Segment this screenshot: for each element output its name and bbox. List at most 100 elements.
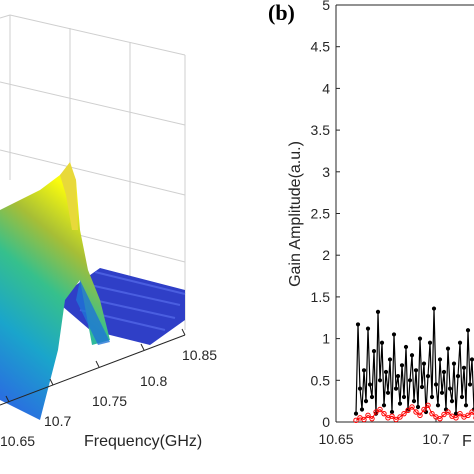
- surface-x-axis: [0, 328, 186, 406]
- surface-x-label: Frequency(GHz): [84, 433, 202, 450]
- series-0-point: [461, 365, 467, 370]
- series-0-point: [363, 399, 369, 404]
- series-0-point: [371, 349, 377, 354]
- series-1-point: [425, 402, 431, 409]
- series-0-point: [459, 394, 465, 400]
- surface-body: [0, 165, 110, 420]
- series-1-point: [365, 412, 371, 419]
- surface-ridge: [60, 162, 78, 230]
- series-0-point: [453, 411, 459, 416]
- series-0-point: [413, 368, 419, 373]
- series-0-point: [397, 401, 403, 406]
- series-0-point: [469, 357, 474, 362]
- series-0-point: [377, 378, 383, 383]
- series-1-point: [417, 412, 423, 419]
- series-line-1: [355, 404, 474, 421]
- series-0-point: [391, 332, 397, 337]
- y-tick-label: 5: [322, 0, 330, 13]
- surface-edge-shade: [76, 280, 110, 345]
- y-tick-label: 4.5: [311, 39, 331, 55]
- series-0-point: [407, 378, 413, 383]
- series-1-point: [353, 417, 359, 424]
- series-1-point: [397, 414, 403, 420]
- series-1-point: [381, 410, 387, 417]
- series-0-point: [357, 386, 363, 391]
- series-0-point: [455, 374, 461, 379]
- series-0-point: [369, 394, 375, 400]
- series-1-point: [413, 409, 419, 415]
- series-1-point: [361, 416, 367, 423]
- series-1-point: [469, 409, 474, 415]
- series-0-point: [429, 394, 435, 400]
- series-0-point: [379, 340, 385, 345]
- series-0-point: [395, 374, 401, 379]
- series-line-0: [355, 308, 474, 414]
- series-1-point: [457, 410, 463, 417]
- series-1-point: [373, 409, 379, 415]
- series-0-point: [419, 384, 425, 390]
- surface-floor-texture: [79, 271, 186, 331]
- x-axis-label-partial: F: [462, 433, 472, 450]
- series-0-point: [393, 386, 399, 391]
- series-0-point: [451, 361, 457, 366]
- line-panel: (b) 0 0.5 1 1.5 2 2.5 3 3.5 4 4.5 5 10.65 10.7 Gain…: [268, 0, 474, 450]
- series-0-point: [433, 382, 439, 387]
- series-0-point: [467, 382, 473, 387]
- series-0-point: [375, 309, 381, 315]
- series-0-point: [385, 390, 391, 395]
- series-1-point: [453, 415, 459, 421]
- series-0-point: [387, 357, 393, 362]
- y-tick-label: 1: [322, 331, 330, 347]
- series-1-point: [405, 407, 411, 414]
- y-tick-label: 1.5: [311, 289, 331, 305]
- series-0-point: [447, 386, 453, 391]
- y-tick-label: 4: [322, 80, 330, 96]
- series-0-point: [411, 399, 417, 404]
- series-0-point: [441, 369, 447, 375]
- series-0-point: [439, 390, 445, 395]
- series-1-point: [429, 410, 435, 417]
- x-tick-label: 10.7: [422, 431, 449, 447]
- series-0-point: [445, 346, 451, 351]
- x-tick-label: 10.65: [318, 431, 353, 447]
- series-1-point: [369, 415, 375, 422]
- series-0-point: [401, 394, 407, 400]
- surface-x-tick: 10.85: [182, 347, 217, 363]
- series-0-point: [383, 369, 389, 375]
- series-0-point: [409, 353, 415, 358]
- series-0-point: [421, 361, 427, 366]
- series-1-point: [393, 416, 399, 423]
- series-0-point: [465, 328, 471, 333]
- series-0-point: [389, 409, 395, 415]
- surface-x-tick: 10.75: [92, 393, 127, 409]
- series-0-point: [399, 363, 405, 368]
- series-0-point: [359, 407, 365, 412]
- surface-gap: [56, 339, 84, 390]
- surface-x-tick: 10.7: [44, 413, 71, 429]
- series-0-point: [437, 357, 443, 362]
- series-1-point: [445, 409, 451, 415]
- series-0-point: [381, 403, 387, 408]
- series-1-point: [409, 404, 415, 410]
- y-axis-label: Gain Amplitude(a.u.): [287, 141, 304, 287]
- y-tick-label: 2: [322, 247, 330, 263]
- series-0-point: [361, 368, 367, 373]
- y-ticks: 0 0.5 1 1.5 2 2.5 3 3.5 4 4.5 5: [311, 0, 340, 430]
- series-1-point: [441, 411, 447, 418]
- series-0-point: [427, 340, 433, 345]
- series-1-point: [465, 412, 471, 419]
- series-0-point: [353, 411, 359, 416]
- series-1-point: [401, 410, 407, 417]
- series-0-point: [415, 404, 421, 410]
- series-0-point: [449, 399, 455, 404]
- series-0-point: [425, 374, 431, 379]
- series-0-point: [431, 306, 437, 311]
- y-tick-label: 0: [322, 414, 330, 430]
- series-0-point: [355, 322, 361, 327]
- surface-x-tick: 10.8: [140, 373, 167, 389]
- y-tick-label: 0.5: [311, 372, 331, 388]
- plot-area: [353, 306, 474, 424]
- series-0-point: [457, 340, 463, 345]
- surface-x-tick: 10.65: [0, 433, 35, 449]
